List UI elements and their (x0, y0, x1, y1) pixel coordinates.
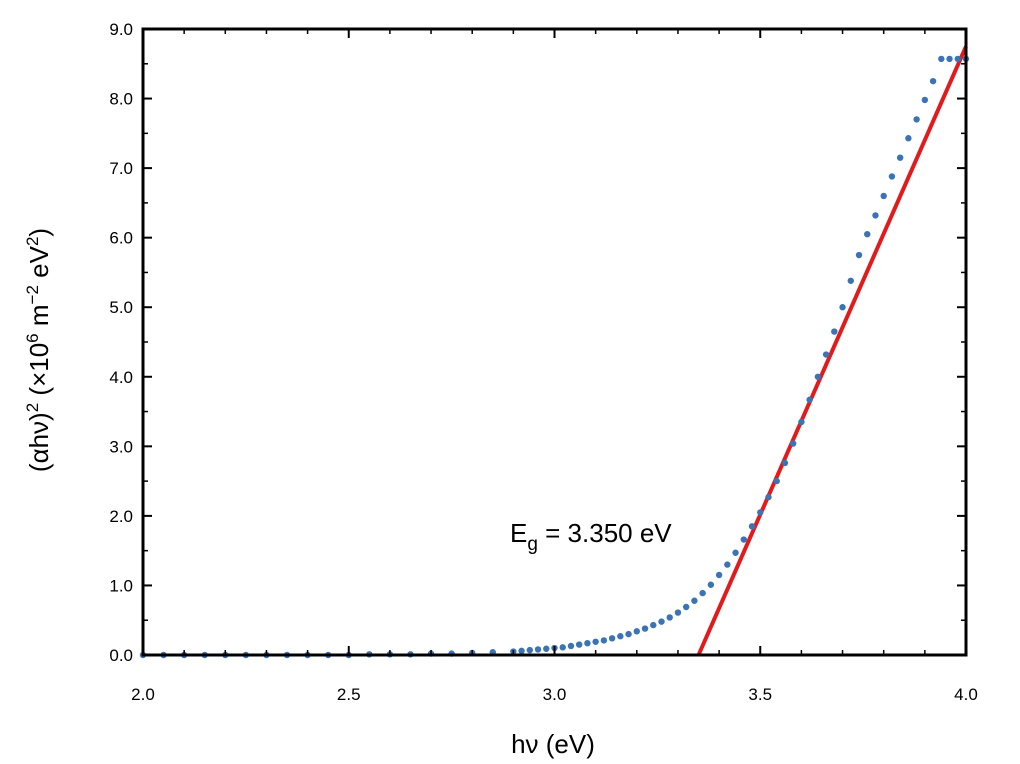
data-point (526, 646, 534, 654)
data-point (732, 549, 739, 556)
data-point (625, 630, 632, 638)
data-point (600, 637, 608, 644)
data-point (765, 493, 772, 501)
data-point (724, 561, 731, 568)
data-point (789, 440, 797, 447)
data-point (938, 55, 945, 63)
data-point (798, 418, 805, 426)
data-point (575, 641, 583, 648)
data-point (954, 55, 961, 63)
y-tick-label: 6.0 (109, 229, 133, 248)
data-point (855, 251, 863, 259)
data-point (872, 212, 879, 219)
y-tick-label: 2.0 (109, 507, 133, 526)
data-point (691, 597, 698, 604)
y-tick-label: 7.0 (109, 159, 133, 178)
y-tick-label: 8.0 (109, 90, 133, 109)
data-point (518, 647, 525, 655)
x-axis-label: hν (eV) (511, 729, 595, 759)
x-axis: 2.0 2.5 3.0 3.5 4.0 (131, 29, 978, 704)
fit-line (696, 45, 968, 656)
data-point (740, 536, 747, 543)
plot-frame (141, 27, 968, 657)
y-axis-label: (αhν)2 (×106 m−2 eV2) (23, 228, 54, 472)
data-point (839, 304, 846, 311)
plot-area (139, 45, 970, 659)
data-point (650, 621, 657, 629)
data-point (757, 509, 764, 516)
y-tick-label: 5.0 (109, 298, 133, 317)
data-point (608, 635, 616, 642)
data-point (896, 154, 904, 161)
data-point (559, 644, 566, 651)
data-point (946, 55, 953, 63)
data-point (633, 628, 640, 635)
data-point (847, 277, 854, 284)
data-point (921, 96, 929, 104)
data-point (641, 625, 649, 632)
data-point (543, 645, 550, 652)
y-tick-label: 0.0 (109, 646, 133, 665)
data-point (748, 523, 756, 530)
fit-layer (696, 45, 968, 656)
data-point (584, 639, 591, 647)
data-point (864, 230, 871, 238)
x-tick-label: 3.5 (748, 685, 772, 704)
data-point (773, 477, 780, 485)
points-layer (139, 55, 970, 659)
x-tick-label: 2.0 (131, 685, 155, 704)
data-point (534, 646, 542, 653)
y-tick-label: 3.0 (109, 437, 133, 456)
bandgap-annotation: Eg = 3.350 eV (510, 518, 672, 555)
data-point (831, 328, 838, 335)
y-tick-label: 9.0 (109, 20, 133, 39)
data-point (806, 396, 813, 403)
x-tick-label: 2.5 (337, 685, 361, 704)
data-point (913, 116, 920, 123)
data-point (880, 192, 887, 200)
x-tick-label: 4.0 (954, 685, 978, 704)
data-point (658, 618, 665, 625)
data-point (666, 614, 673, 621)
data-point (617, 633, 624, 640)
data-point (674, 609, 682, 616)
data-point (888, 173, 896, 180)
data-point (567, 642, 575, 650)
data-point (682, 603, 690, 611)
y-axis: 0.0 1.0 2.0 3.0 4.0 5.0 6.0 7.0 8.0 9.0 (109, 20, 966, 665)
data-point (929, 77, 937, 85)
data-point (707, 581, 715, 588)
data-point (781, 459, 789, 467)
x-tick-label: 3.0 (543, 685, 567, 704)
y-tick-label: 1.0 (109, 576, 133, 595)
y-tick-label: 4.0 (109, 368, 133, 387)
data-point (592, 638, 599, 645)
data-point (905, 135, 912, 142)
data-point (715, 571, 723, 579)
data-point (699, 589, 706, 597)
data-point (814, 373, 822, 380)
data-point (822, 351, 830, 358)
